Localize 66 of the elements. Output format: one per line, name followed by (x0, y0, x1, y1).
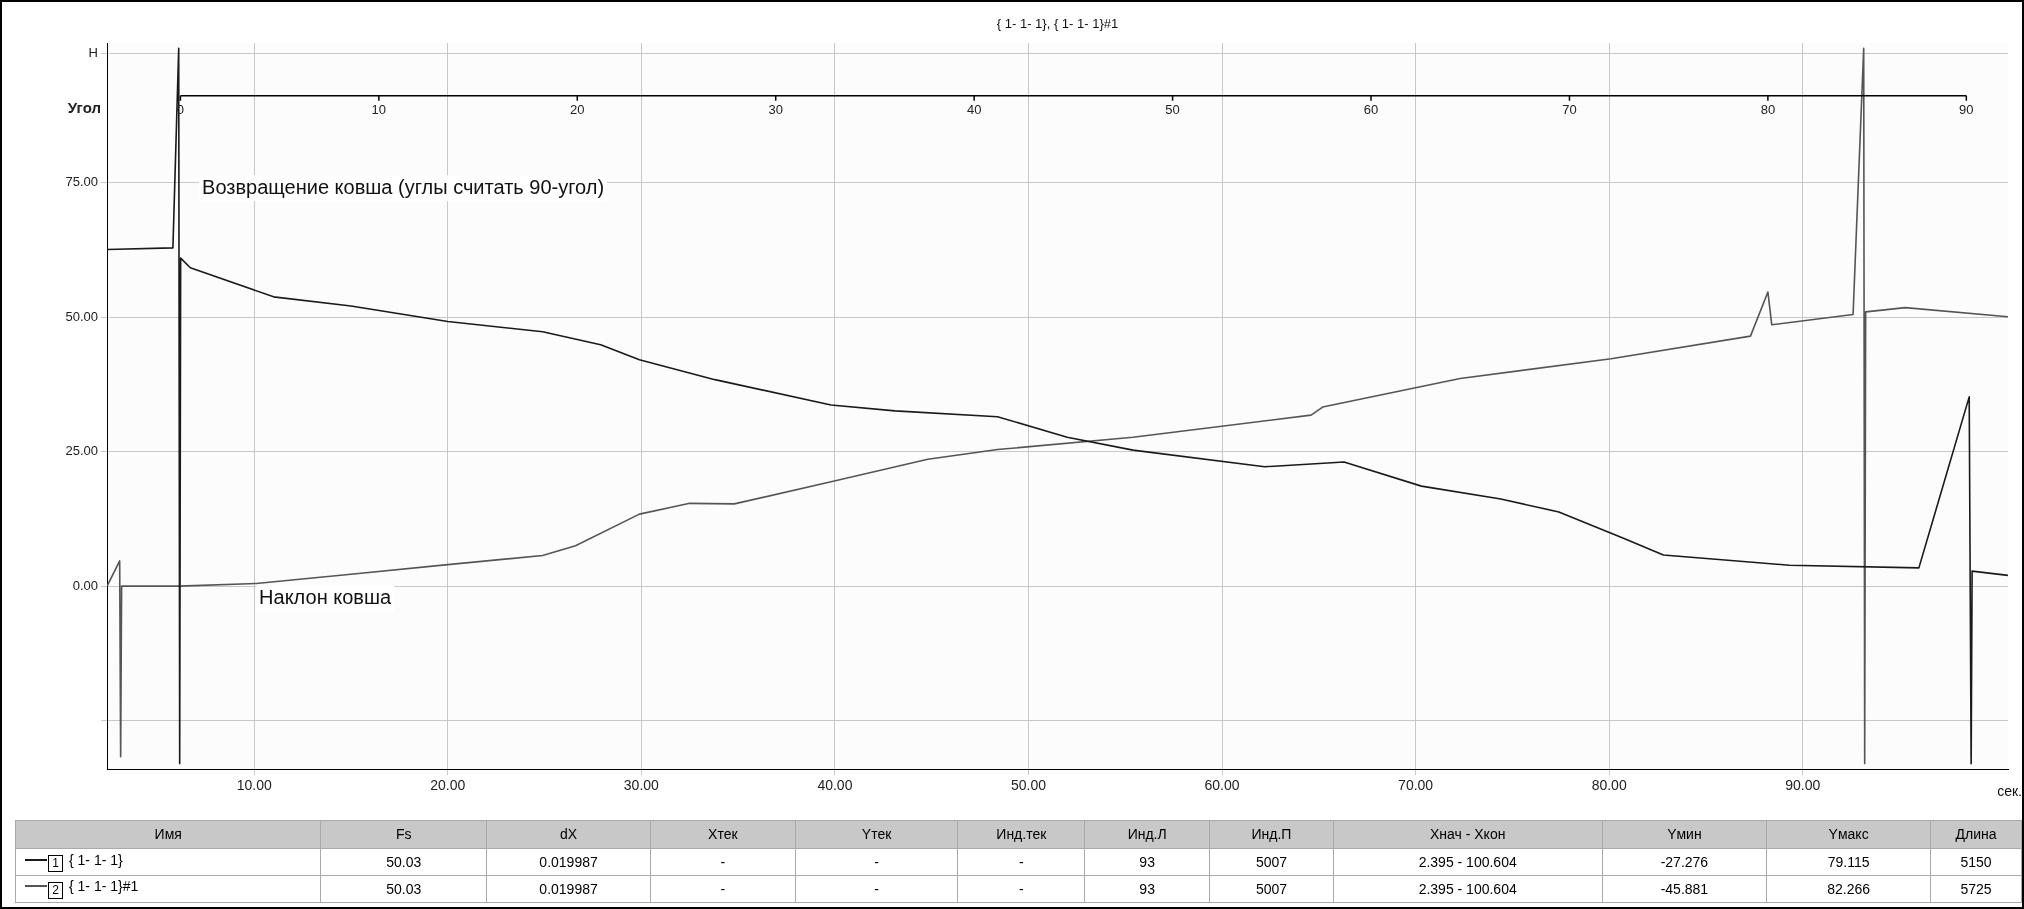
x2-tick-label: 60 (1363, 101, 1379, 117)
y-tick-label: 0.00 (72, 577, 98, 593)
category-label: Yмакс (1766, 820, 1931, 849)
category-label: Инд.Л (1084, 820, 1210, 849)
text: 93 (1139, 854, 1155, 870)
category-label: Инд.тек (957, 820, 1085, 849)
text: 5725 (1960, 881, 1992, 897)
text: 2 (52, 883, 59, 897)
category-label: dX (486, 820, 651, 849)
text: - (720, 881, 726, 897)
x2-tick-label: 70 (1562, 101, 1577, 117)
x-tick-label: 70.00 (1398, 777, 1434, 794)
text: 2.395 - 100.604 (1418, 881, 1517, 897)
x-tick-label: 20.00 (430, 777, 466, 794)
x-tick-label: 40.00 (817, 777, 853, 794)
annotation: Возвращение ковша (углы считать 90-угол) (202, 175, 605, 198)
y-tick-label: 25.00 (65, 443, 98, 459)
x-tick-label: 10.00 (236, 777, 272, 794)
x2-tick-label: 80 (1760, 101, 1776, 117)
chart-title: { 1- 1- 1}, { 1- 1- 1}#1 (996, 15, 1119, 31)
text: -45.881 (1660, 881, 1709, 897)
x-axis-title: сек. (1997, 782, 2022, 799)
legend-label: { 1- 1- 1} (69, 852, 123, 868)
annotation: Наклон ковша (259, 585, 393, 608)
x2-tick-label: 10 (371, 101, 387, 117)
text: - (1019, 854, 1024, 870)
text: 50.03 (386, 854, 422, 870)
category-label: Fs (320, 820, 487, 849)
x-tick-label: 90.00 (1785, 777, 1821, 794)
legend-label: { 1- 1- 1}#1 (69, 878, 139, 894)
x-tick-label: 60.00 (1204, 777, 1240, 794)
category-label: Xнач - Xкон (1333, 820, 1603, 849)
x2-tick-label: 40 (966, 101, 982, 117)
y-tick-label: 50.00 (65, 308, 98, 324)
x2-tick-label: 30 (768, 101, 783, 117)
text: 0.019987 (539, 881, 598, 897)
text: 5007 (1255, 854, 1288, 870)
x-tick-label: 30.00 (623, 777, 660, 794)
x2-tick-label: 90 (1959, 101, 1974, 117)
category-label: Xтек (650, 820, 796, 849)
x-tick-label: 50.00 (1010, 777, 1047, 794)
category-label: Инд.П (1209, 820, 1334, 849)
text: 50.03 (386, 881, 422, 897)
text: - (1019, 881, 1024, 897)
text: 1 (52, 856, 59, 870)
text: - (874, 854, 879, 870)
y-tick-label: 75.00 (65, 174, 98, 190)
text: 93 (1139, 881, 1155, 897)
text: 0.019987 (539, 854, 598, 870)
x2-tick-label: 20 (570, 101, 585, 117)
category-label: Имя (15, 820, 321, 849)
x-tick-label: 80.00 (1591, 777, 1627, 794)
x2-axis-title: Угол (67, 99, 101, 117)
text: 82.266 (1827, 881, 1871, 897)
text: 2.395 - 100.604 (1418, 854, 1517, 870)
text: -27.276 (1660, 854, 1709, 870)
x2-tick-label: 50 (1165, 101, 1180, 117)
y-tick-label: H (88, 45, 98, 61)
category-label: Длина (1930, 820, 2022, 849)
text: - (874, 881, 879, 897)
text: - (720, 854, 726, 870)
category-label: Yмин (1602, 820, 1767, 849)
text: 79.115 (1827, 854, 1870, 870)
category-label: Yтек (795, 820, 958, 849)
text: 5150 (1960, 854, 1992, 870)
text: 5007 (1255, 881, 1288, 897)
